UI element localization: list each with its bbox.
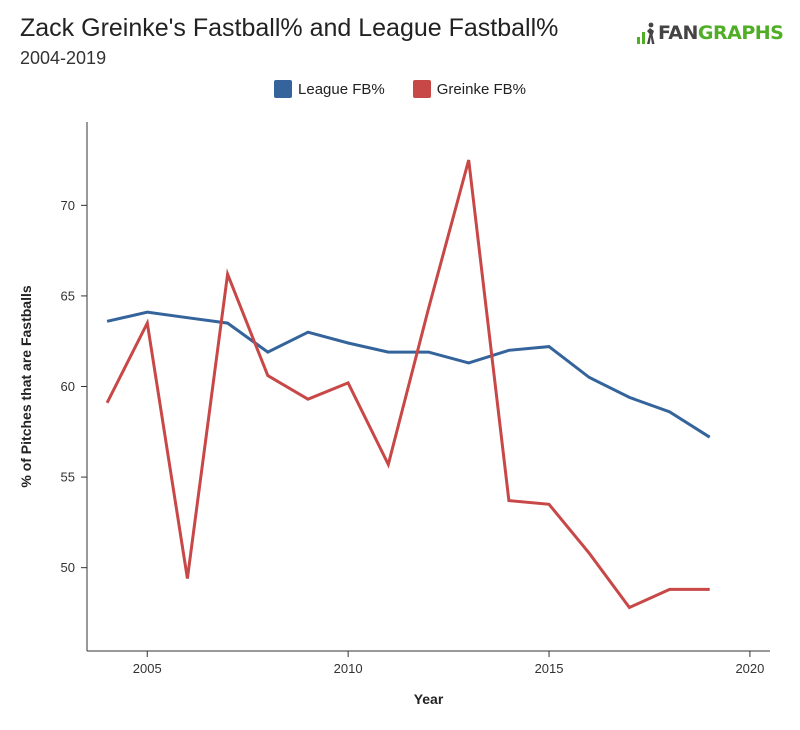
data-point-league [186, 316, 189, 319]
data-point-greinke [507, 499, 510, 502]
chart-ticks: 2005 2010 2015 2020 50 55 60 65 70 [61, 198, 765, 676]
series-line-greinke [105, 159, 710, 610]
legend: League FB% Greinke FB% [0, 80, 800, 98]
data-point-greinke [146, 322, 149, 325]
legend-item-greinke: Greinke FB% [412, 80, 526, 98]
data-point-greinke [467, 159, 470, 162]
data-point-league [387, 351, 390, 354]
chart-series [105, 159, 711, 610]
x-tick-label: 2015 [535, 661, 564, 676]
y-tick-label: 60 [61, 379, 75, 394]
legend-label-league: League FB% [298, 80, 385, 98]
data-point-greinke [347, 381, 350, 384]
legend-item-league: League FB% [274, 80, 385, 98]
x-tick-label: 2010 [334, 661, 363, 676]
fangraphs-logo: FAN GRAPHS [636, 20, 784, 46]
data-point-league [347, 342, 350, 345]
x-tick-label: 2020 [735, 661, 764, 676]
x-tick-label: 2005 [133, 661, 162, 676]
data-point-greinke [668, 588, 671, 591]
legend-swatch-greinke [412, 80, 431, 98]
data-point-league [266, 351, 269, 354]
data-point-league [427, 351, 430, 354]
data-point-league [306, 331, 309, 334]
data-point-greinke [226, 273, 229, 276]
fangraphs-logo-icon [637, 22, 655, 44]
data-point-greinke [708, 588, 711, 591]
data-point-league [548, 345, 551, 348]
y-tick-label: 50 [61, 560, 75, 575]
x-axis-title: Year [414, 691, 444, 707]
legend-swatch-league [274, 80, 293, 98]
chart-title: Zack Greinke's Fastball% and League Fast… [20, 14, 559, 42]
data-point-league [507, 349, 510, 352]
y-tick-label: 70 [61, 198, 75, 213]
data-point-greinke [306, 398, 309, 401]
data-point-league [668, 410, 671, 413]
data-point-greinke [387, 463, 390, 466]
brand-text-graphs: GRAPHS [697, 22, 784, 44]
legend-label-greinke: Greinke FB% [436, 80, 526, 98]
chart-subtitle: 2004-2019 [20, 48, 107, 68]
data-point-greinke [588, 552, 591, 555]
data-point-league [628, 396, 631, 399]
data-point-league [588, 376, 591, 379]
data-point-greinke [266, 374, 269, 377]
data-point-league [106, 320, 109, 323]
data-point-greinke [427, 307, 430, 310]
data-point-greinke [628, 606, 631, 609]
brand-text-fan: FAN [658, 22, 698, 44]
data-point-league [146, 311, 149, 314]
data-point-greinke [548, 503, 551, 506]
data-point-league [708, 436, 711, 439]
y-tick-label: 55 [61, 470, 75, 485]
y-tick-label: 65 [61, 288, 75, 303]
data-point-greinke [186, 577, 189, 580]
series-line-league [106, 310, 711, 439]
data-point-greinke [106, 401, 109, 404]
data-point-league [226, 322, 229, 325]
y-axis-title: % of Pitches that are Fastballs [18, 285, 34, 487]
data-point-league [467, 361, 470, 364]
